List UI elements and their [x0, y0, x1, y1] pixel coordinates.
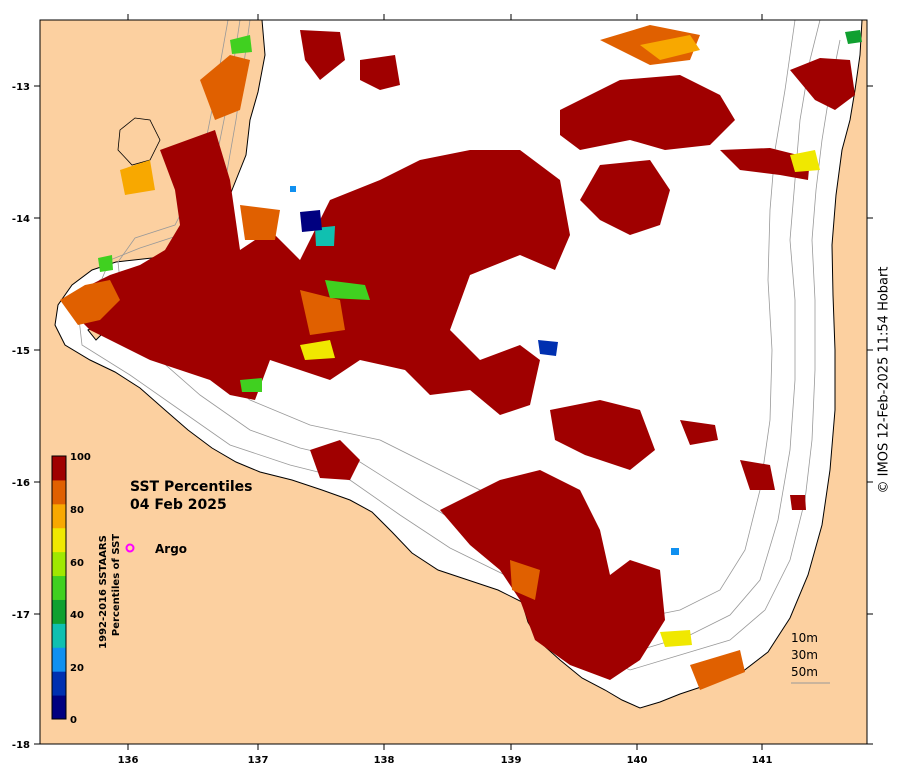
- argo-marker-icon: [125, 543, 135, 553]
- colorbar-swatch: [52, 456, 66, 481]
- isobath-label: 30m: [791, 648, 818, 662]
- x-tick-label: 136: [118, 755, 139, 766]
- colorbar-swatch: [52, 695, 66, 720]
- plot-frame: [39, 19, 868, 745]
- map-date: 04 Feb 2025: [130, 497, 227, 513]
- colorbar-swatches: [52, 456, 66, 720]
- colorbar-tick-label: 20: [70, 663, 84, 674]
- sst-warm-patches: [60, 25, 862, 690]
- colorbar-tick-label: 60: [70, 558, 84, 569]
- map-title: SST Percentiles: [130, 479, 253, 495]
- x-tick-label: 137: [248, 755, 269, 766]
- colorbar-swatch: [52, 527, 66, 553]
- colorbar-frame: [51, 455, 67, 720]
- y-tick-label: -14: [12, 214, 30, 225]
- y-tick-label: -15: [12, 346, 30, 357]
- isobath-label: 10m: [791, 631, 818, 645]
- x-axis: 136 137 138 139 140 141: [118, 14, 773, 766]
- x-tick-label: 139: [501, 755, 522, 766]
- colorbar-swatch: [52, 647, 66, 672]
- sst-hot-patches: [70, 30, 855, 680]
- argo-label: Argo: [155, 542, 187, 556]
- colorbar-label-line1: 1992-2016 SSTAARS: [98, 535, 109, 649]
- colorbar-label-line2: Percentiles of SST: [111, 534, 122, 636]
- x-tick-label: 138: [374, 755, 395, 766]
- colorbar-tick-label: 80: [70, 505, 84, 516]
- colorbar-swatch: [52, 623, 66, 648]
- y-tick-label: -13: [12, 82, 30, 93]
- colorbar-tick-label: 0: [70, 715, 77, 726]
- colorbar-swatch: [52, 671, 66, 696]
- y-axis: -13 -14 -15 -16 -17 -18: [12, 82, 873, 751]
- credit-text: © IMOS 12-Feb-2025 11:54 Hobart: [876, 266, 892, 494]
- island-groote: [117, 117, 161, 166]
- y-tick-label: -18: [12, 740, 30, 751]
- x-tick-label: 141: [752, 755, 773, 766]
- colorbar-swatch: [52, 551, 66, 577]
- colorbar-swatch: [52, 503, 66, 529]
- colorbar: 100 80 60 40 20 0 1992-2016 SSTAARS Perc…: [51, 452, 122, 726]
- isobath-label: 50m: [791, 665, 818, 679]
- y-tick-label: -17: [12, 610, 30, 621]
- colorbar-tick-label: 40: [70, 610, 84, 621]
- colorbar-swatch: [52, 479, 66, 505]
- colorbar-swatch: [52, 599, 66, 624]
- y-tick-label: -16: [12, 478, 30, 489]
- colorbar-tick-label: 100: [70, 452, 91, 463]
- colorbar-swatch: [52, 575, 66, 600]
- x-tick-label: 140: [627, 755, 648, 766]
